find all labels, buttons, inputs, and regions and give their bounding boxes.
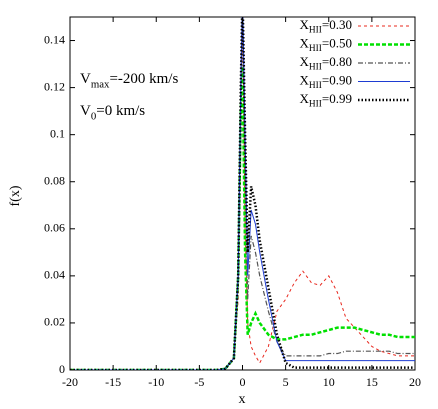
data-line xyxy=(70,66,415,370)
x-axis-label: x xyxy=(239,392,246,407)
legend-label: XHII=0.90 xyxy=(300,72,352,91)
data-line xyxy=(70,17,415,370)
y-tick-label: 0.02 xyxy=(44,315,65,329)
x-tick-label: -20 xyxy=(62,375,78,389)
x-tick-label: -5 xyxy=(194,375,204,389)
annotation: V0=0 km/s xyxy=(80,103,145,122)
y-axis-label: f(x) xyxy=(8,185,23,206)
y-tick-label: 0.12 xyxy=(44,79,65,93)
y-tick-label: 0.1 xyxy=(50,126,65,140)
data-line xyxy=(70,17,415,370)
legend-label: XHII=0.50 xyxy=(300,35,352,54)
y-tick-label: 0.06 xyxy=(44,221,65,235)
annotation: Vmax=-200 km/s xyxy=(80,71,178,90)
x-tick-label: -15 xyxy=(105,375,121,389)
y-tick-label: 0 xyxy=(59,362,65,376)
x-tick-label: -10 xyxy=(148,375,164,389)
x-tick-label: 15 xyxy=(366,375,378,389)
y-tick-label: 0.08 xyxy=(44,173,65,187)
y-tick-label: 0.04 xyxy=(44,268,65,282)
x-tick-label: 20 xyxy=(409,375,421,389)
legend-label: XHII=0.30 xyxy=(300,17,352,36)
legend-label: XHII=0.80 xyxy=(300,54,352,73)
x-tick-label: 10 xyxy=(323,375,335,389)
lines xyxy=(70,17,415,370)
legend-label: XHII=0.99 xyxy=(300,91,352,110)
x-tick-label: 5 xyxy=(283,375,289,389)
x-tick-label: 0 xyxy=(240,375,246,389)
y-tick-label: 0.14 xyxy=(44,32,65,46)
